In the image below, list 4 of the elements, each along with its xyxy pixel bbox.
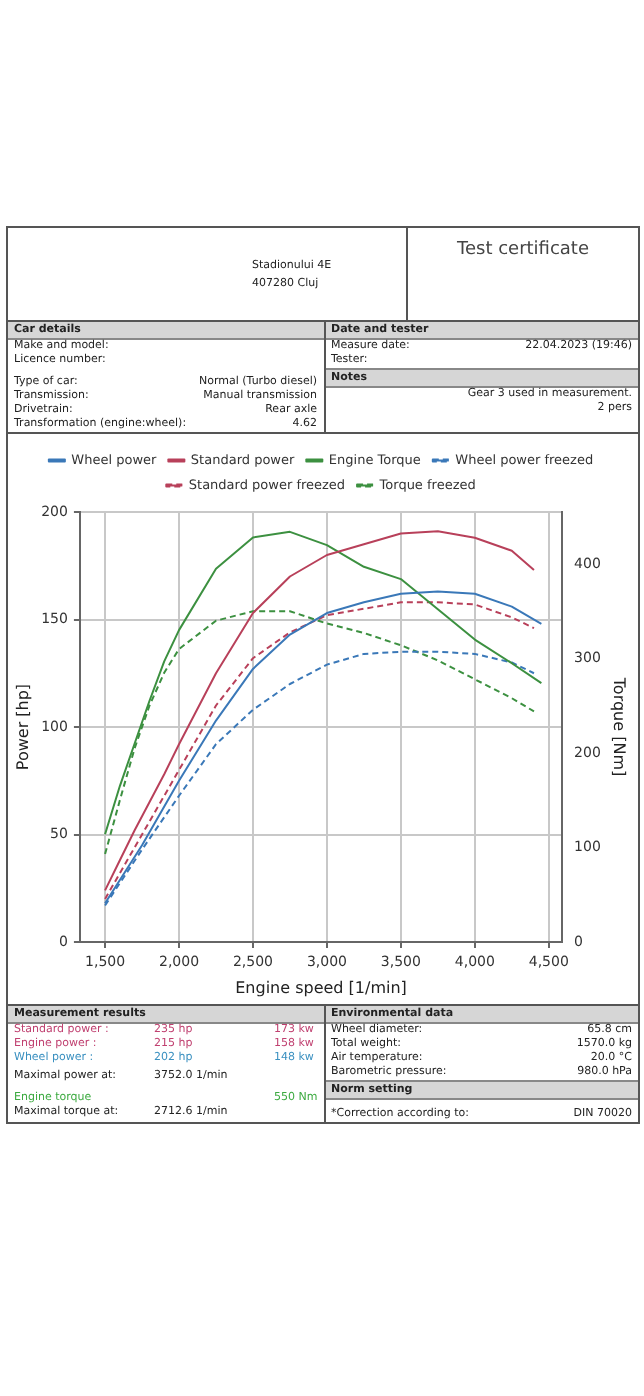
y-axis-title: Power [hp] <box>13 683 32 771</box>
y2-axis-title: Torque [Nm] <box>610 675 629 777</box>
text: Test certificate <box>457 240 589 260</box>
x-axis-title: Engine speed [1/min] <box>235 978 407 997</box>
